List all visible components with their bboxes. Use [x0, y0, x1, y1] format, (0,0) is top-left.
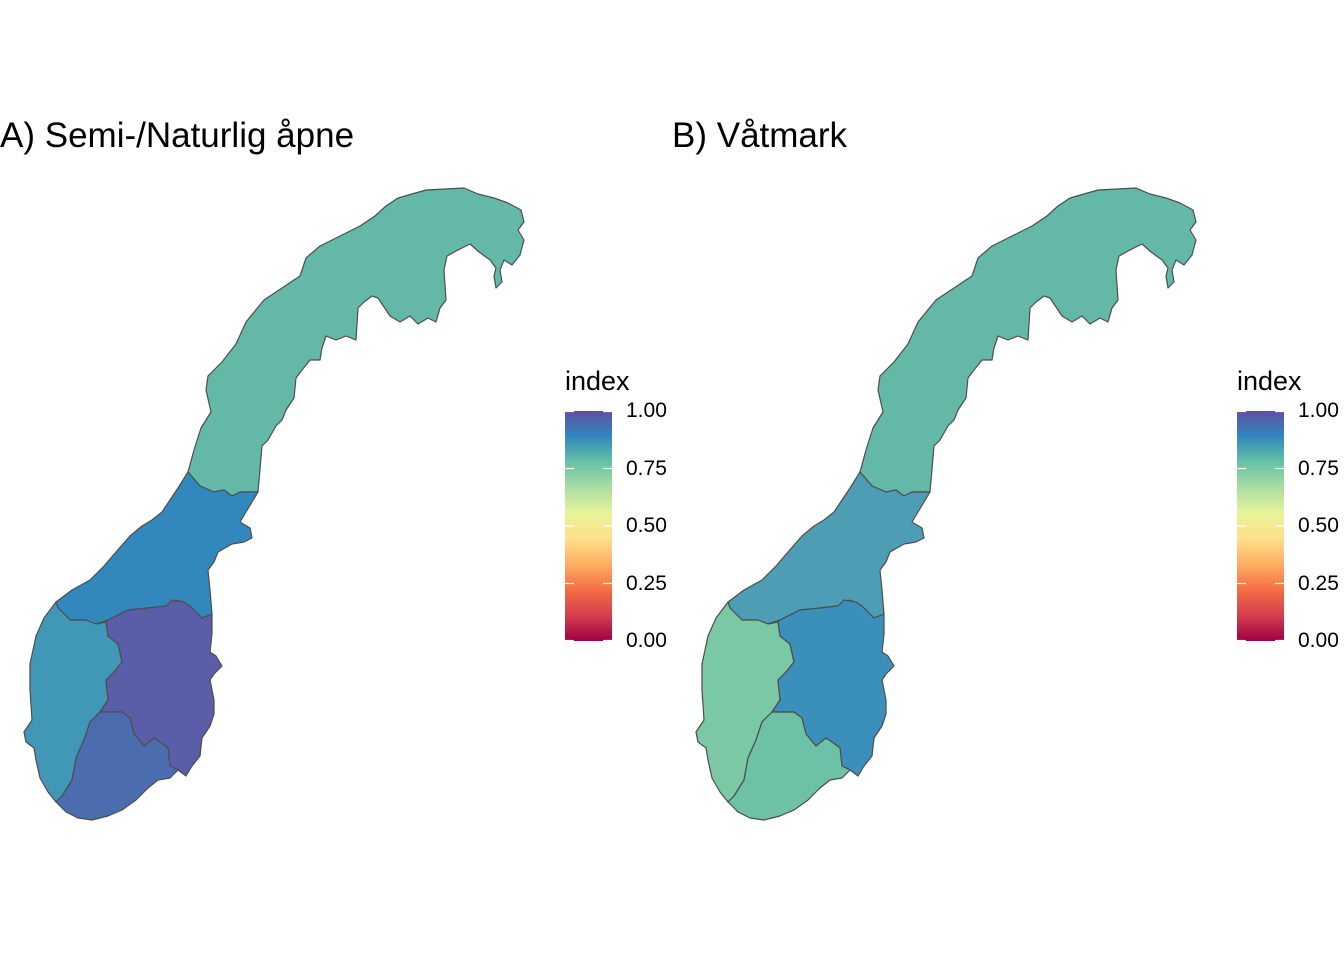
- color-legend: index 1.00 0.75 0.50 0.25 0.00: [1237, 366, 1344, 656]
- legend-title: index: [565, 366, 630, 396]
- legend-tick-label: 0.00: [626, 629, 667, 652]
- legend-tick-label: 0.50: [1298, 514, 1339, 537]
- legend-tick-label: 0.50: [626, 514, 667, 537]
- norway-map: [695, 187, 1197, 821]
- region-central: [55, 471, 259, 625]
- legend-colorbar: [565, 411, 612, 641]
- legend-tick-label: 1.00: [1298, 399, 1339, 422]
- region-central: [727, 471, 931, 625]
- legend-title: index: [1237, 366, 1302, 396]
- legend-tick-label: 0.75: [626, 457, 667, 480]
- legend-colorbar: [1237, 411, 1284, 641]
- map-panel-b: B) Våtmark index 1.00 0.75 0.50 0.25 0.0…: [672, 0, 1344, 960]
- region-east: [771, 599, 895, 777]
- region-south: [55, 711, 179, 821]
- region-east: [99, 599, 223, 777]
- map-panel-a: A) Semi-/Naturlig åpne index 1.00 0.75 0…: [0, 116, 672, 821]
- region-north: [187, 187, 525, 497]
- region-south: [727, 711, 851, 821]
- legend-tick-label: 1.00: [626, 399, 667, 422]
- norway-map: [23, 187, 525, 821]
- legend-tick-label: 0.00: [1298, 629, 1339, 652]
- color-legend: index 1.00 0.75 0.50 0.25 0.00: [565, 366, 672, 656]
- legend-tick-label: 0.25: [1298, 572, 1339, 595]
- panel-title: B) Våtmark: [672, 116, 848, 155]
- legend-tick-label: 0.75: [1298, 457, 1339, 480]
- legend-tick-label: 0.25: [626, 572, 667, 595]
- region-north: [859, 187, 1197, 497]
- panel-title: A) Semi-/Naturlig åpne: [0, 116, 355, 155]
